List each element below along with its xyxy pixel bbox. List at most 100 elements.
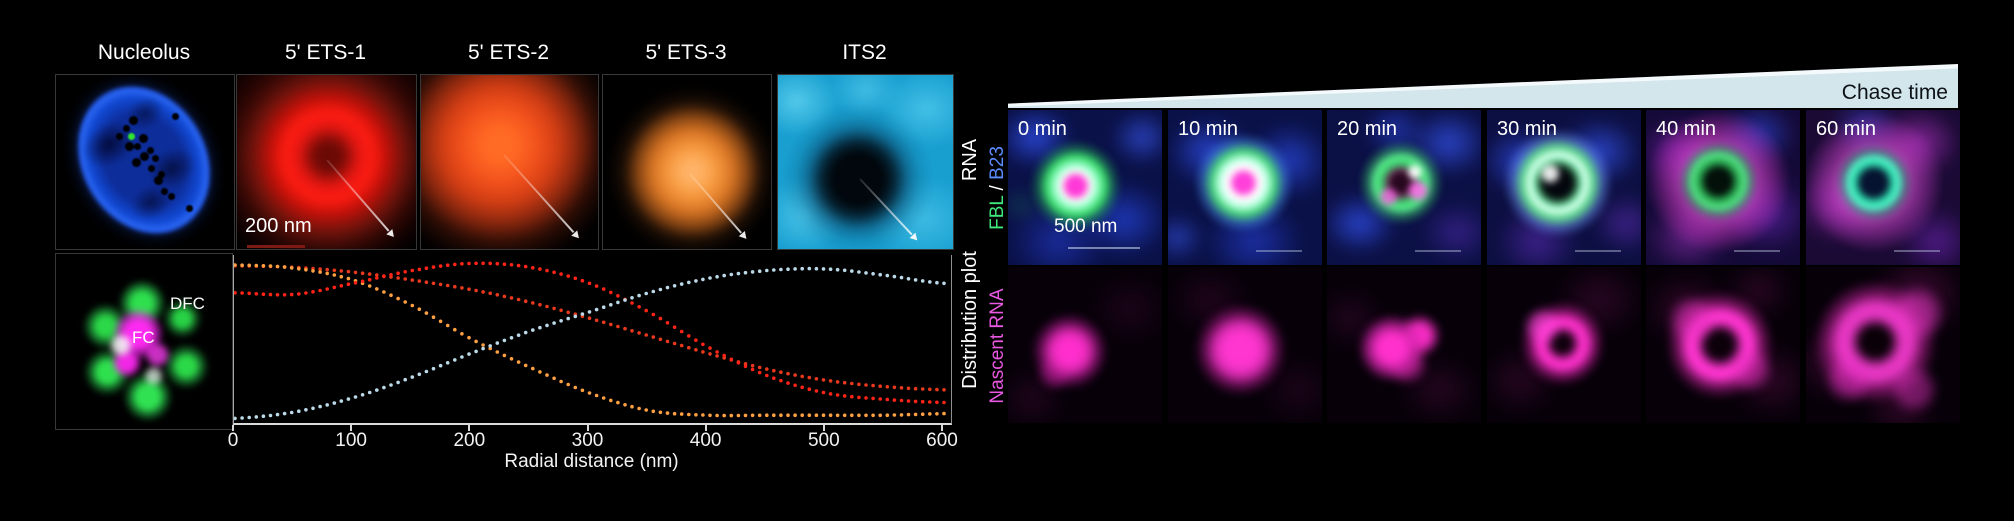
curve-dot: [679, 329, 684, 334]
curve-dot: [821, 378, 826, 382]
curve-dot: [389, 383, 393, 387]
distribution-plot-svg: [234, 261, 946, 421]
panel-title-nucleolus: Nucleolus: [97, 41, 191, 64]
curve-dot: [481, 346, 485, 351]
curve-dot: [531, 301, 535, 305]
curve-dot: [665, 411, 670, 415]
curve-dot: [935, 412, 939, 416]
curve-dot: [424, 311, 429, 315]
curve-dot: [814, 377, 819, 381]
curve-dot: [261, 414, 266, 418]
curve-dot: [410, 278, 415, 282]
curve-dot: [601, 320, 606, 325]
scale-bar: [1575, 250, 1621, 252]
curve-dot: [637, 331, 641, 335]
curve-dot: [311, 269, 315, 273]
scale-bar-label-200nm: 200 nm: [245, 215, 312, 237]
curve-dot: [800, 385, 804, 390]
curve-dot: [453, 327, 457, 332]
curve-dot: [424, 266, 429, 270]
nascent-rna-panel-0min: [1008, 267, 1162, 423]
curve-dot: [842, 380, 847, 385]
curve-dot: [367, 277, 372, 282]
curve-dot: [701, 277, 705, 282]
curve-dot: [687, 334, 691, 338]
curve-dot: [304, 268, 308, 272]
curve-dot: [786, 381, 790, 385]
curve-dot: [757, 370, 762, 375]
curve-dot: [743, 362, 748, 366]
curve-dot: [757, 269, 762, 273]
curve-dot: [913, 386, 918, 391]
curve-dot: [842, 394, 847, 398]
curve-dot: [445, 323, 450, 328]
curve-dot: [339, 269, 344, 273]
curve-dot: [360, 271, 365, 275]
panel-title-5ets2: 5' ETS-2: [467, 41, 550, 64]
x-tick-label: 200: [453, 430, 486, 451]
curve-dot: [403, 300, 407, 304]
curve-dot: [552, 270, 556, 275]
curve-dot: [240, 263, 244, 267]
curve-dot: [708, 413, 712, 418]
nascent-rna-panel-30min: [1487, 267, 1641, 423]
curve-dot: [566, 274, 570, 278]
fbl-ring-signal: [1806, 110, 1960, 265]
scale-bar-200nm: [247, 245, 305, 248]
curve-dot: [665, 285, 670, 290]
curve-dot: [601, 396, 606, 400]
curve-dot: [913, 412, 918, 417]
curve-dot: [913, 278, 918, 282]
curve-dot: [580, 312, 585, 316]
curve-dot: [800, 374, 804, 379]
curve-dot: [559, 308, 563, 313]
curve-dot: [935, 400, 939, 405]
curve-dot: [332, 268, 337, 273]
curve-dot: [552, 321, 556, 325]
curve-dot: [779, 378, 783, 383]
curve-dot: [892, 385, 897, 390]
x-tick: [586, 425, 589, 431]
curve-dot: [396, 296, 400, 301]
x-tick-label: 600: [926, 430, 958, 451]
curve-dot: [559, 379, 563, 384]
curve-dot: [821, 267, 826, 271]
curve-dot: [807, 375, 812, 380]
time-label: 20 min: [1337, 118, 1398, 140]
x-tick-label: 100: [335, 430, 367, 451]
curve-dot: [857, 270, 861, 274]
curve-dot: [658, 287, 663, 292]
curve-dot: [651, 312, 656, 317]
nucleolus-foci-dots: [128, 133, 135, 140]
5ets1-micrograph: 200 nm: [236, 74, 417, 250]
curve-dot: [240, 291, 244, 295]
curve-dot: [261, 292, 266, 296]
curve-dot: [396, 271, 400, 275]
curve-dot: [828, 379, 833, 383]
x-axis-label: Radial distance (nm): [504, 451, 679, 472]
curve-dot: [864, 383, 868, 387]
curve-dot: [396, 276, 400, 280]
curve-dot: [580, 388, 585, 393]
curve-dot: [609, 303, 613, 307]
curve-dot: [353, 395, 358, 399]
fbl-ring-signal: [1168, 110, 1322, 265]
curve-dot: [247, 291, 251, 296]
curve-dot: [403, 277, 407, 281]
curve-dot: [410, 268, 415, 273]
curve-dot: [467, 287, 471, 291]
curve-dot: [743, 364, 748, 369]
curve-dot: [672, 341, 677, 346]
nascent-rna-panel-40min: [1646, 267, 1800, 423]
curve-dot: [509, 263, 514, 267]
curve-dot: [800, 413, 804, 417]
curve-dot: [474, 349, 478, 354]
curve-dot: [878, 384, 882, 388]
curve-dot: [297, 267, 301, 271]
curve-dot: [864, 271, 868, 275]
time-label: 10 min: [1178, 118, 1239, 140]
curve-dot: [694, 413, 698, 417]
curve-dot: [495, 261, 500, 266]
curve-dot: [779, 413, 783, 417]
curve-dot: [523, 299, 528, 303]
